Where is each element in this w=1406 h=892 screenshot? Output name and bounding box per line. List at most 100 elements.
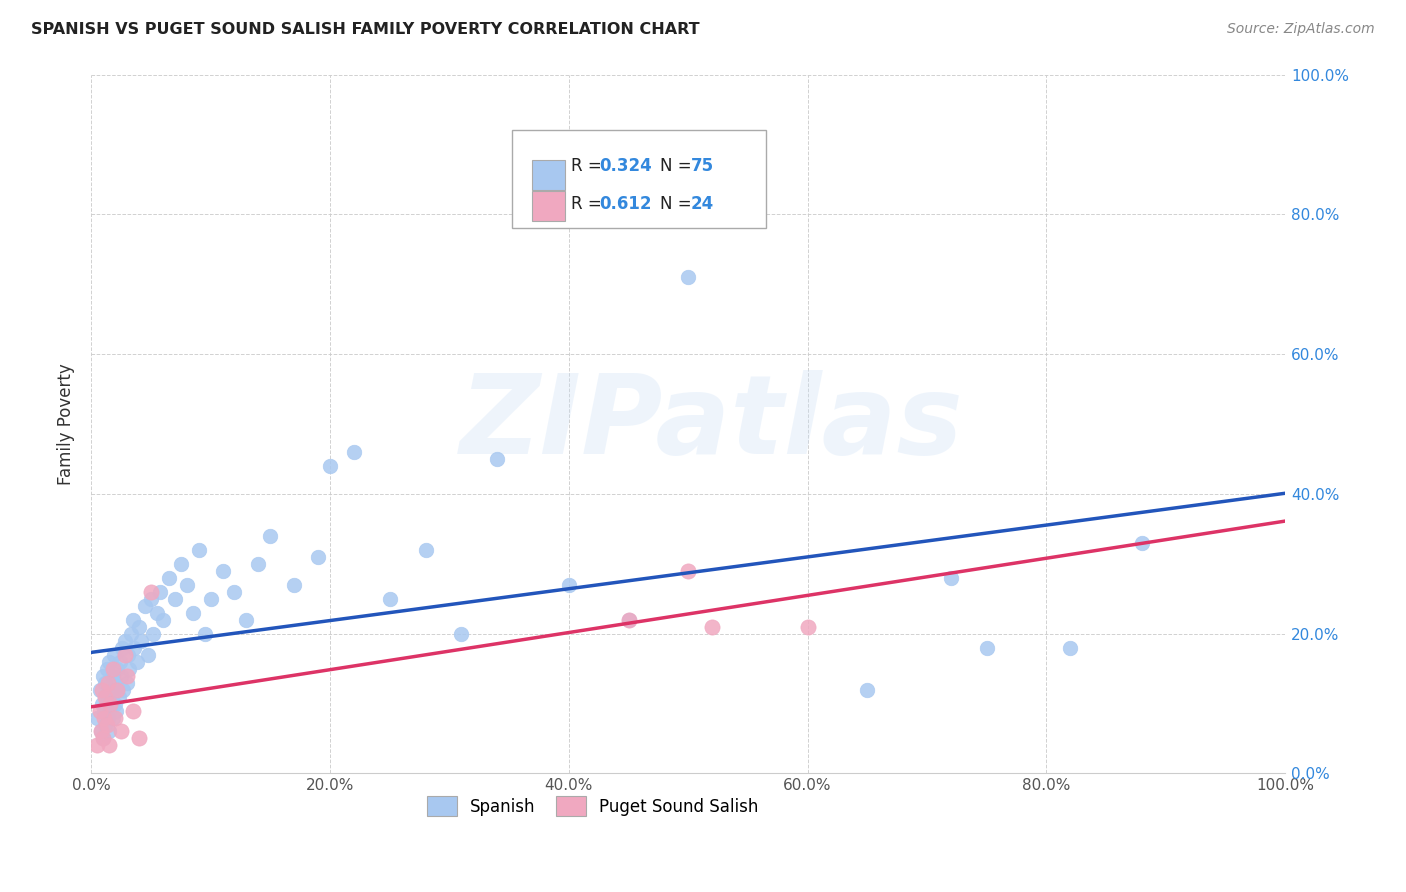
Point: [343, 445, 366, 459]
Point: [1059, 640, 1081, 655]
Point: [856, 682, 879, 697]
Point: [120, 626, 142, 640]
Point: [157, 571, 180, 585]
Point: [101, 710, 124, 724]
Point: [89, 682, 111, 697]
Point: [101, 662, 124, 676]
Text: 75: 75: [690, 157, 714, 175]
Text: 0.612: 0.612: [599, 195, 651, 213]
Point: [86, 739, 108, 753]
Point: [105, 704, 128, 718]
Point: [101, 668, 124, 682]
Point: [107, 690, 129, 704]
Point: [187, 542, 209, 557]
Point: [114, 648, 136, 662]
Point: [139, 584, 162, 599]
Legend: Spanish, Puget Sound Salish: Spanish, Puget Sound Salish: [419, 788, 766, 824]
Point: [122, 704, 145, 718]
Point: [114, 633, 136, 648]
Point: [91, 668, 114, 682]
Point: [96, 690, 118, 704]
Point: [149, 584, 172, 599]
Point: [181, 606, 204, 620]
Point: [259, 529, 281, 543]
Text: ZIPatlas: ZIPatlas: [460, 370, 965, 477]
Point: [97, 710, 120, 724]
Point: [118, 662, 141, 676]
Point: [90, 697, 112, 711]
Point: [91, 731, 114, 746]
Point: [112, 682, 135, 697]
Point: [90, 724, 112, 739]
Point: [247, 557, 270, 571]
Point: [107, 682, 129, 697]
Point: [117, 648, 139, 662]
Point: [139, 591, 162, 606]
Point: [98, 697, 121, 711]
Point: [115, 675, 138, 690]
Point: [976, 640, 998, 655]
Point: [107, 662, 129, 676]
Point: [128, 620, 150, 634]
Text: 0.324: 0.324: [599, 157, 652, 175]
Point: [94, 690, 117, 704]
Point: [200, 591, 222, 606]
Point: [128, 731, 150, 746]
Point: [98, 724, 121, 739]
Point: [146, 606, 169, 620]
Text: R =: R =: [571, 157, 607, 175]
Point: [100, 697, 122, 711]
Text: SPANISH VS PUGET SOUND SALISH FAMILY POVERTY CORRELATION CHART: SPANISH VS PUGET SOUND SALISH FAMILY POV…: [31, 22, 700, 37]
Text: N =: N =: [659, 195, 696, 213]
Point: [111, 640, 134, 655]
Point: [97, 675, 120, 690]
Point: [122, 613, 145, 627]
Point: [676, 564, 699, 578]
Point: [98, 682, 121, 697]
Y-axis label: Family Poverty: Family Poverty: [58, 363, 75, 485]
Point: [104, 710, 127, 724]
Point: [91, 731, 114, 746]
Point: [700, 620, 723, 634]
Point: [283, 578, 305, 592]
Point: [138, 648, 160, 662]
Point: [125, 655, 148, 669]
Point: [93, 710, 115, 724]
Point: [617, 613, 640, 627]
Point: [558, 578, 581, 592]
Point: [224, 584, 246, 599]
Point: [86, 710, 108, 724]
Point: [104, 697, 127, 711]
Point: [90, 682, 112, 697]
Point: [134, 599, 156, 613]
Point: [108, 655, 131, 669]
Point: [796, 620, 818, 634]
Text: Source: ZipAtlas.com: Source: ZipAtlas.com: [1227, 22, 1375, 37]
Point: [450, 626, 472, 640]
Point: [94, 675, 117, 690]
Point: [107, 682, 129, 697]
Point: [98, 739, 121, 753]
Point: [152, 613, 174, 627]
Point: [110, 668, 132, 682]
Point: [110, 724, 132, 739]
Point: [104, 675, 127, 690]
Point: [676, 270, 699, 285]
Point: [319, 458, 342, 473]
Text: N =: N =: [659, 157, 696, 175]
Point: [939, 571, 962, 585]
Point: [1130, 536, 1153, 550]
Text: 24: 24: [690, 195, 714, 213]
Point: [89, 704, 111, 718]
Text: R =: R =: [571, 195, 607, 213]
Point: [94, 717, 117, 731]
Point: [307, 549, 329, 564]
Point: [90, 724, 112, 739]
Point: [131, 633, 153, 648]
Point: [163, 591, 186, 606]
Point: [194, 626, 217, 640]
Point: [378, 591, 401, 606]
Point: [96, 717, 118, 731]
Point: [617, 613, 640, 627]
Point: [98, 655, 121, 669]
